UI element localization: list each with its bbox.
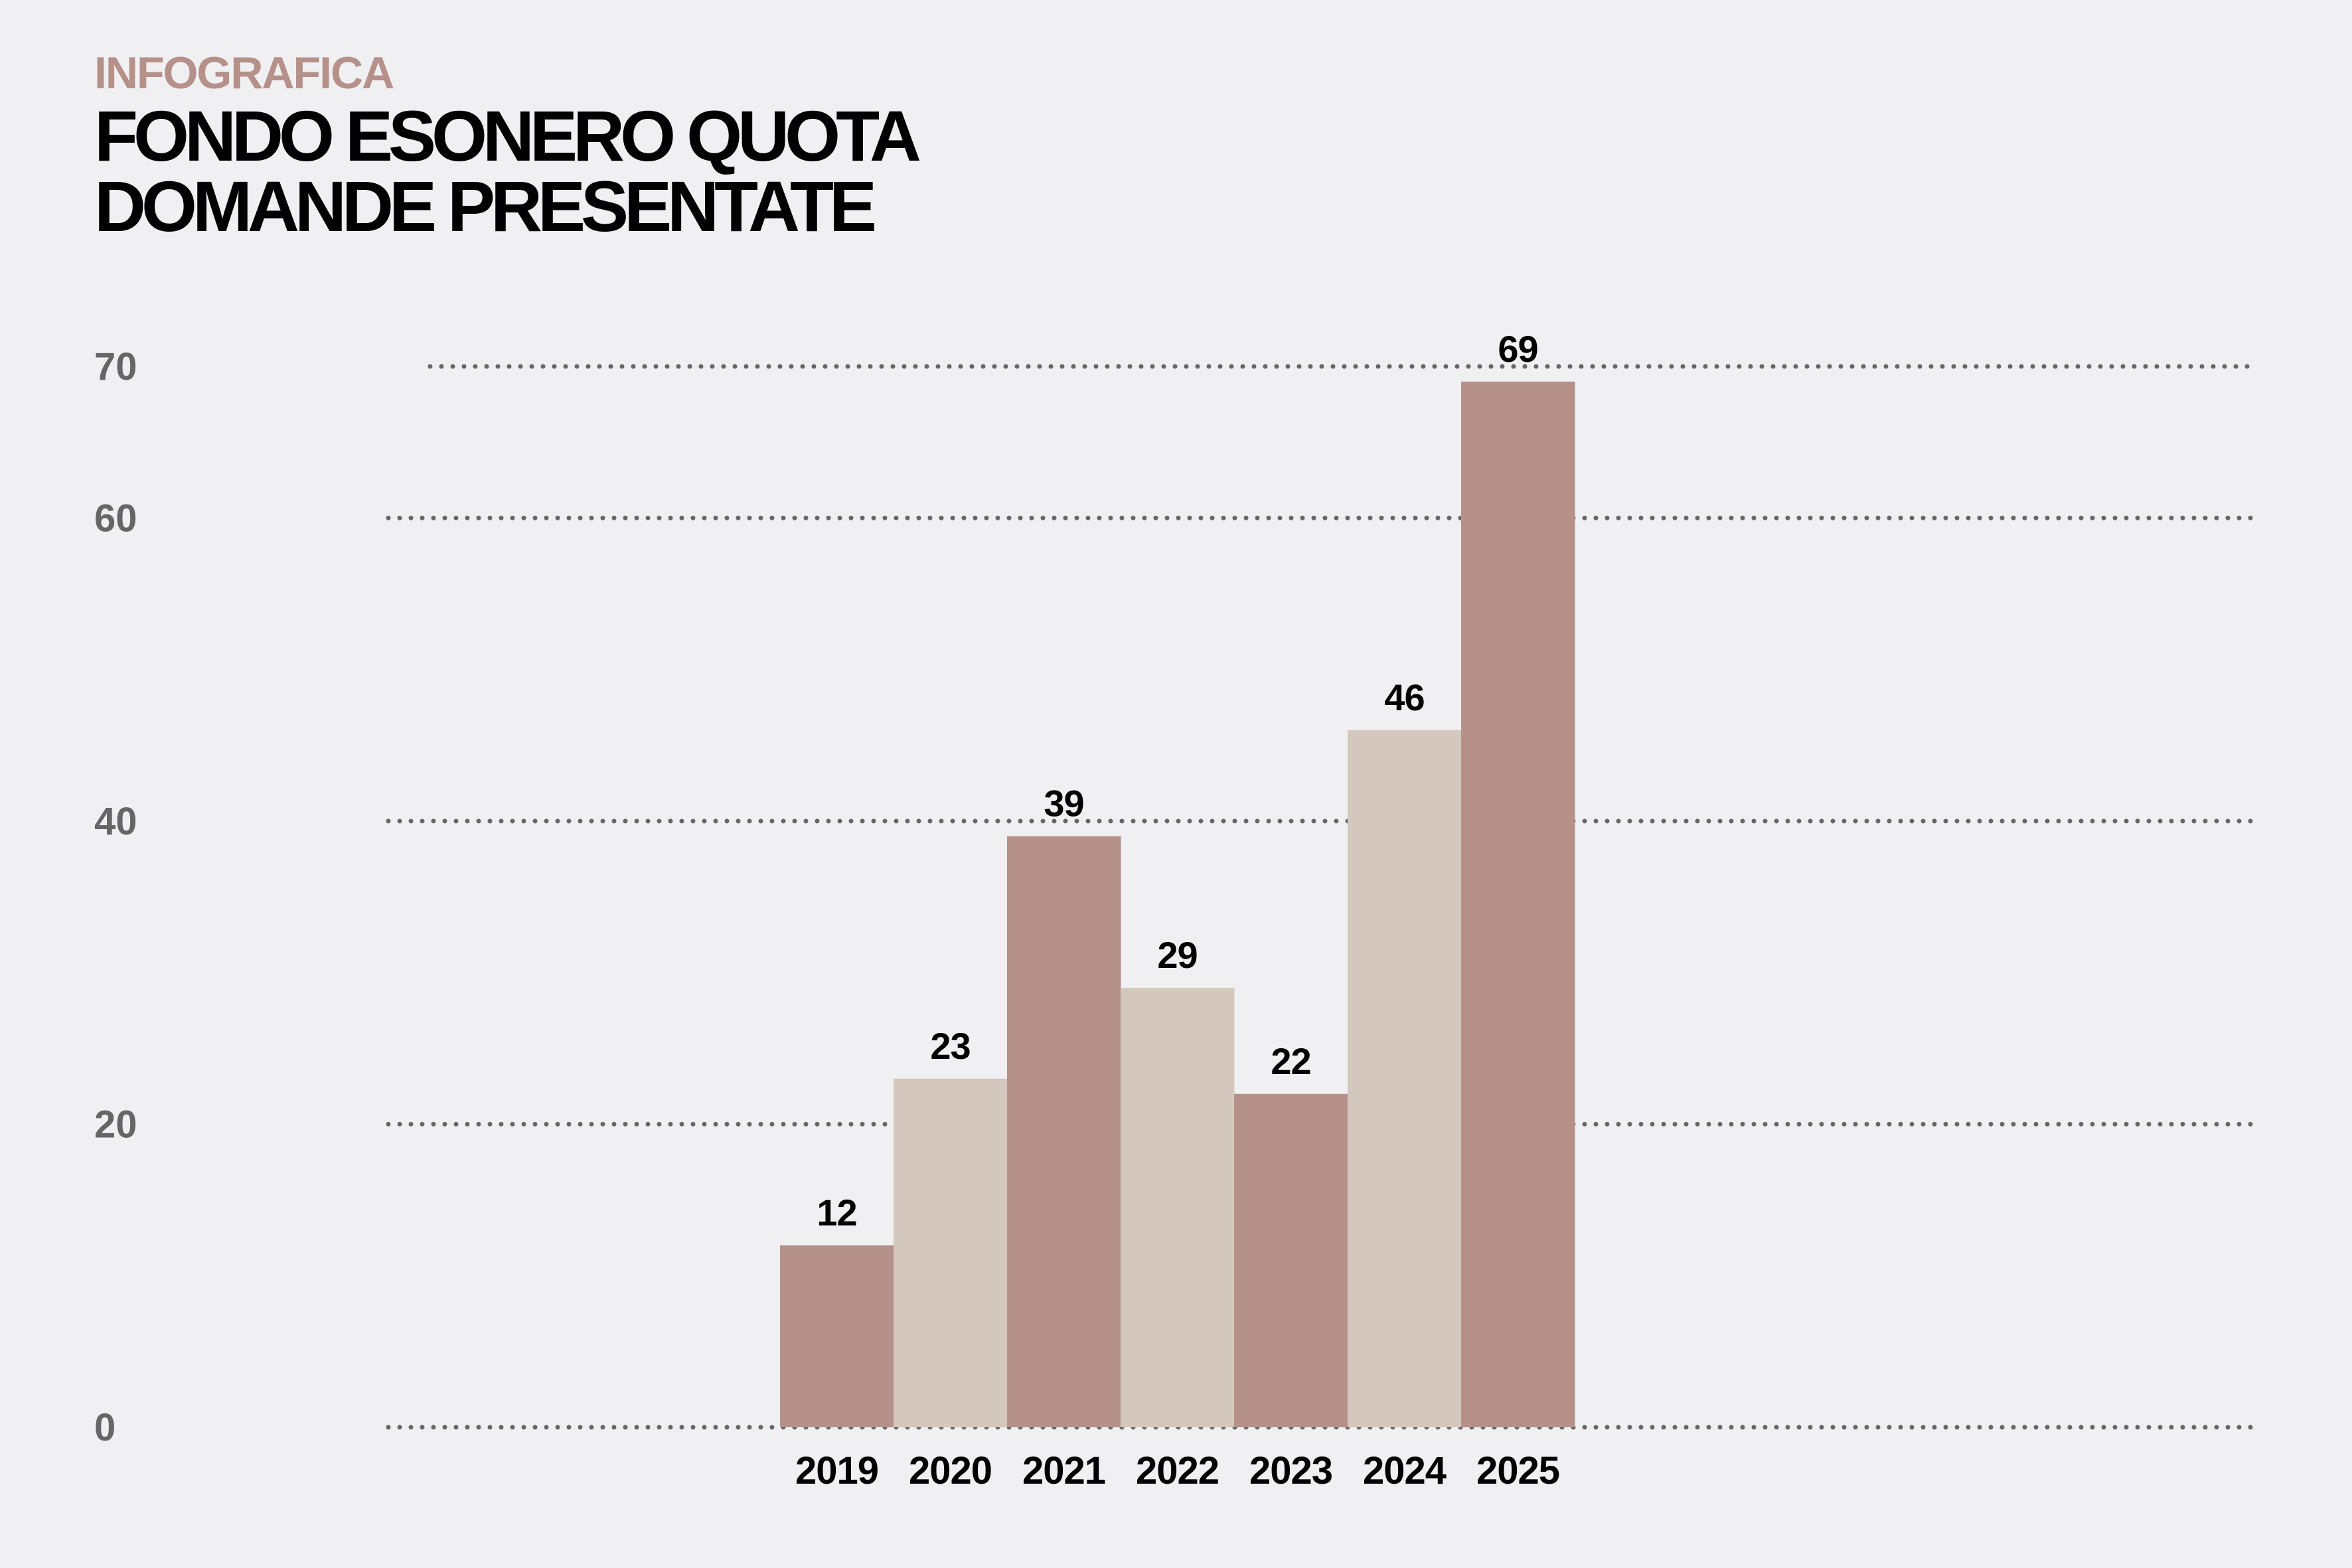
bar-2021 bbox=[1007, 836, 1121, 1427]
y-tick-label-20: 20 bbox=[94, 1103, 137, 1146]
value-labels: 12 23 39 29 22 46 69 bbox=[817, 328, 1538, 1233]
y-tick-label-70: 70 bbox=[94, 345, 137, 388]
chart-title: FONDO ESONERO QUOTA DOMANDE PRESENTATE bbox=[94, 96, 921, 246]
x-tick-label-2019: 2019 bbox=[795, 1449, 878, 1492]
x-tick-label-2022: 2022 bbox=[1136, 1449, 1219, 1492]
bar-2020 bbox=[894, 1078, 1008, 1427]
value-label-2023: 22 bbox=[1271, 1040, 1310, 1082]
x-tick-label-2023: 2023 bbox=[1249, 1449, 1332, 1492]
value-label-2022: 29 bbox=[1157, 934, 1197, 976]
kicker-label: INFOGRAFICA bbox=[94, 48, 394, 98]
chart-title-line-2: DOMANDE PRESENTATE bbox=[94, 165, 877, 246]
x-tick-label-2025: 2025 bbox=[1476, 1449, 1559, 1492]
value-label-2021: 39 bbox=[1044, 783, 1083, 824]
bar-2023 bbox=[1234, 1093, 1348, 1427]
value-label-2020: 23 bbox=[930, 1025, 970, 1067]
bar-2019 bbox=[780, 1245, 894, 1427]
value-label-2019: 12 bbox=[817, 1192, 856, 1233]
value-label-2025: 69 bbox=[1498, 328, 1537, 370]
y-tick-label-0: 0 bbox=[94, 1406, 116, 1449]
bar-2022 bbox=[1121, 987, 1235, 1427]
y-tick-label-60: 60 bbox=[94, 497, 137, 540]
x-axis-tick-labels: 2019 2020 2021 2022 2023 2024 2025 bbox=[795, 1449, 1560, 1492]
x-tick-label-2021: 2021 bbox=[1022, 1449, 1105, 1492]
chart-title-line-1: FONDO ESONERO QUOTA bbox=[94, 96, 921, 176]
bars bbox=[780, 381, 1575, 1427]
value-label-2024: 46 bbox=[1384, 676, 1424, 718]
y-axis-tick-labels: 0 20 40 60 70 bbox=[94, 345, 137, 1449]
bar-2025 bbox=[1461, 381, 1575, 1427]
x-tick-label-2020: 2020 bbox=[909, 1449, 992, 1492]
x-tick-label-2024: 2024 bbox=[1363, 1449, 1447, 1492]
bar-2024 bbox=[1348, 730, 1462, 1427]
y-tick-label-40: 40 bbox=[94, 800, 137, 843]
